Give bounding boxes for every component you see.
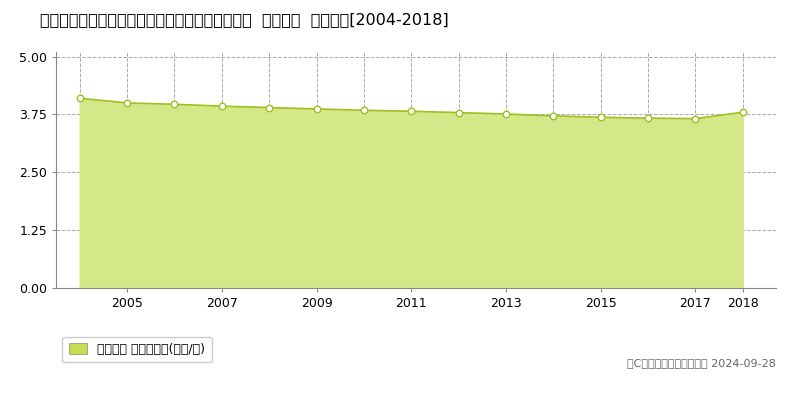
Text: （C）土地価格ドットコム 2024-09-28: （C）土地価格ドットコム 2024-09-28	[627, 358, 776, 368]
Point	[405, 108, 418, 114]
Point	[642, 115, 654, 121]
Text: 茨城県那珂郡東海村大字豊岡字西の妻４６０番２  基準地価  地価推移[2004-2018]: 茨城県那珂郡東海村大字豊岡字西の妻４６０番２ 基準地価 地価推移[2004-20…	[40, 12, 449, 27]
Point	[689, 116, 702, 122]
Point	[547, 113, 560, 119]
Point	[121, 100, 134, 106]
Point	[452, 110, 465, 116]
Point	[215, 103, 228, 109]
Point	[74, 95, 86, 102]
Point	[594, 114, 607, 120]
Point	[262, 104, 275, 111]
Point	[358, 107, 370, 114]
Point	[737, 109, 750, 115]
Point	[499, 111, 513, 117]
Legend: 基準地価 平均坪単価(万円/坪): 基準地価 平均坪単価(万円/坪)	[62, 337, 211, 362]
Point	[168, 101, 181, 108]
Point	[310, 106, 323, 112]
